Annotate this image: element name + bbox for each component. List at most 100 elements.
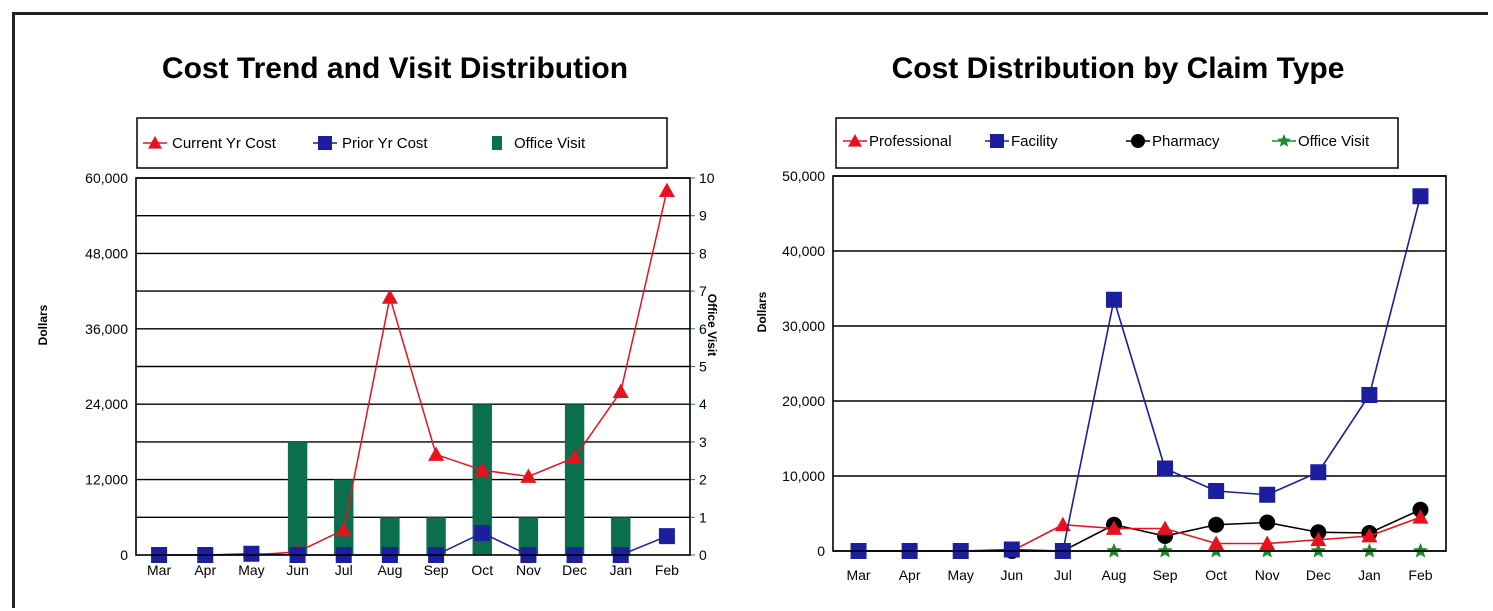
- y-tick-label: 10,000: [782, 468, 825, 484]
- y-tick-label: 60,000: [85, 170, 128, 186]
- x-tick-label: Aug: [1101, 567, 1126, 583]
- legend-marker: [848, 134, 862, 147]
- y2-axis-label: Office Visit: [705, 294, 719, 356]
- plot-area: 0 12,000 24,000 36,000 48,000 60,000 0 1 2 3 4 5 6 7 8…: [85, 170, 715, 578]
- report-frame: [12, 12, 1488, 608]
- legend-label: Facility: [1011, 133, 1058, 150]
- x-tick-label: Dec: [562, 562, 587, 578]
- legend-label: Current Yr Cost: [172, 135, 277, 152]
- y2-tick-label: 5: [699, 359, 707, 375]
- legend: Current Yr Cost Prior Yr Cost Office Visit: [143, 135, 586, 152]
- x-tick-label: Jun: [1001, 567, 1024, 583]
- point-facility: [1310, 464, 1327, 481]
- x-tick-label: Feb: [655, 562, 679, 578]
- cost-distribution-chart: Cost Distribution by Claim Type Professi…: [755, 52, 1447, 583]
- point-professional: [1157, 520, 1174, 535]
- point-professional: [1310, 531, 1327, 547]
- x-tick-label: Jan: [609, 562, 632, 578]
- legend-marker: [990, 134, 1004, 148]
- x-tick-label: Jul: [335, 562, 353, 578]
- y2-tick-label: 10: [699, 170, 715, 186]
- legend-label: Pharmacy: [1152, 133, 1220, 150]
- y2-tick-label: 0: [699, 547, 707, 563]
- y-tick-label: 20,000: [782, 393, 825, 409]
- x-tick-label: Sep: [1153, 567, 1178, 583]
- x-tick-label: May: [947, 567, 973, 583]
- y2-tick-label: 8: [699, 245, 707, 261]
- point-facility: [1412, 188, 1429, 205]
- x-tick-label: Oct: [1205, 567, 1227, 583]
- legend-marker: [318, 136, 332, 150]
- point-facility: [1208, 483, 1225, 499]
- point-professional: [1412, 509, 1429, 524]
- point-prior-yr-cost: [658, 528, 675, 545]
- y2-tick-label: 6: [699, 321, 707, 337]
- y-tick-label: 36,000: [85, 321, 128, 337]
- legend-box: [835, 117, 1399, 169]
- y-tick-label: 30,000: [782, 318, 825, 334]
- bar-office-visit: [287, 441, 308, 555]
- legend-label: Professional: [869, 133, 952, 150]
- y2-tick-label: 9: [699, 208, 707, 224]
- legend-marker: [1277, 134, 1291, 147]
- bar-office-visit: [564, 404, 585, 555]
- cost-trend-chart: Cost Trend and Visit Distribution Curren…: [36, 52, 719, 578]
- point-current-yr-cost: [658, 182, 675, 197]
- point-facility: [1259, 486, 1276, 503]
- y-tick-label: 12,000: [85, 472, 128, 488]
- x-tick-label: Apr: [899, 567, 921, 583]
- y2-tick-label: 1: [699, 509, 707, 525]
- y2-tick-label: 7: [699, 283, 707, 299]
- legend-marker: [148, 136, 162, 149]
- legend-box: [136, 117, 668, 169]
- legend-marker: [1131, 134, 1145, 148]
- x-tick-label: Dec: [1306, 567, 1331, 583]
- legend-label: Office Visit: [514, 135, 586, 152]
- point-professional: [1208, 535, 1225, 550]
- plot-border: [832, 175, 1447, 552]
- plot-background: [833, 176, 1446, 551]
- y2-tick-label: 4: [699, 396, 707, 412]
- plot-area: 0 10,000 20,000 30,000 40,000 50,000 Mar Apr May…: [782, 168, 1447, 583]
- x-tick-label: Jun: [286, 562, 309, 578]
- point-current-yr-cost: [612, 383, 629, 399]
- y-axis-label: Dollars: [36, 304, 50, 345]
- point-current-yr-cost: [428, 446, 445, 461]
- bar-office-visit: [611, 517, 631, 555]
- point-professional: [1259, 535, 1276, 550]
- point-current-yr-cost: [335, 521, 352, 537]
- legend: Professional Facility Pharmacy Office Visit: [843, 133, 1370, 150]
- x-tick-label: Sep: [424, 562, 449, 578]
- legend-label: Office Visit: [1298, 133, 1370, 150]
- bar-office-visit: [426, 517, 446, 555]
- bar-office-visit: [472, 404, 492, 555]
- x-tick-label: Aug: [377, 562, 402, 578]
- bar-office-visit: [518, 517, 539, 555]
- y-tick-label: 50,000: [782, 168, 825, 184]
- x-tick-label: Mar: [147, 562, 171, 578]
- x-tick-label: Mar: [846, 567, 870, 583]
- y2-tick-label: 2: [699, 472, 707, 488]
- bar-office-visit: [334, 479, 354, 555]
- x-tick-label: Nov: [1255, 567, 1280, 583]
- x-tick-label: May: [238, 562, 264, 578]
- x-tick-label: Oct: [471, 562, 493, 578]
- y-axis-label: Dollars: [755, 291, 769, 332]
- point-facility: [1105, 291, 1122, 308]
- x-tick-label: Apr: [194, 562, 216, 578]
- chart-title: Cost Trend and Visit Distribution: [162, 52, 628, 85]
- point-current-yr-cost: [520, 468, 537, 483]
- legend-label: Prior Yr Cost: [342, 135, 428, 152]
- y2-tick-label: 3: [699, 434, 707, 450]
- y-tick-label: 0: [120, 547, 128, 563]
- point-facility: [1157, 460, 1174, 477]
- point-current-yr-cost: [566, 449, 583, 465]
- legend-swatch: [492, 136, 502, 150]
- point-professional: [1105, 520, 1122, 535]
- point-pharmacy: [1259, 514, 1276, 531]
- point-prior-yr-cost: [243, 545, 260, 562]
- point-prior-yr-cost: [474, 525, 491, 542]
- x-tick-label: Jul: [1054, 567, 1072, 583]
- y-tick-label: 0: [817, 543, 825, 559]
